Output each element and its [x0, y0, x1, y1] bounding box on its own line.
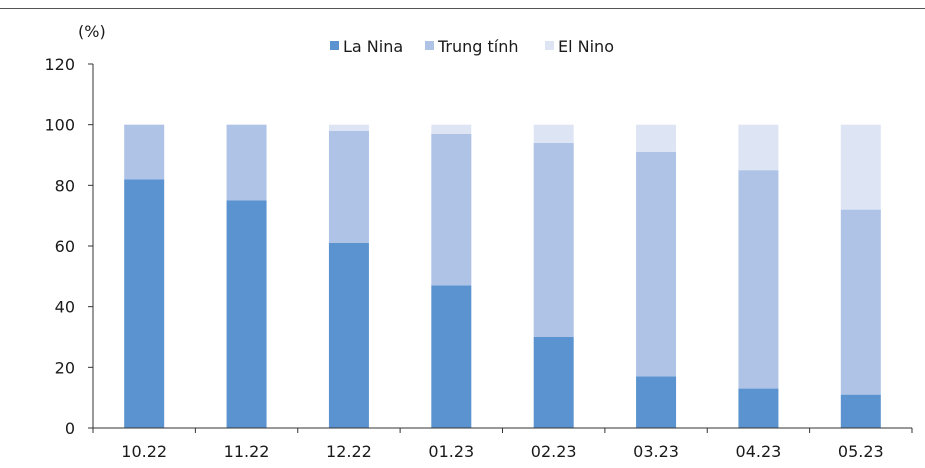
y-tick-label: 20 [55, 358, 75, 377]
bar-segment-trung-t-nh [636, 151, 677, 377]
bar-segment-trung-t-nh [226, 124, 267, 201]
x-tick-label: 04.23 [736, 442, 782, 461]
y-tick-label: 40 [55, 298, 75, 317]
x-tick-label: 03.23 [633, 442, 679, 461]
x-tick-label: 01.23 [428, 442, 474, 461]
bar-segment-el-nino [533, 124, 574, 143]
y-tick-label: 80 [55, 176, 75, 195]
bar-segment-trung-t-nh [738, 170, 779, 389]
bar-segment-la-nina [636, 376, 677, 428]
bar-segment-la-nina [124, 179, 165, 428]
bar-segment-la-nina [533, 337, 574, 428]
x-tick-label: 05.23 [838, 442, 884, 461]
bar-segment-trung-t-nh [533, 142, 574, 337]
bars [124, 124, 881, 428]
bar-segment-la-nina [840, 394, 881, 428]
x-axis: 10.22 11.22 12.22 01.23 02.23 03.23 04.23 05.23 [92, 427, 913, 461]
legend-label: El Nino [558, 37, 614, 56]
bar-segment-trung-t-nh [124, 124, 165, 180]
x-tick-label: 11.22 [224, 442, 270, 461]
y-tick-label: 0 [65, 419, 75, 438]
bar-segment-trung-t-nh [840, 209, 881, 395]
legend-swatch [425, 41, 434, 50]
bar-segment-la-nina [226, 200, 267, 428]
legend: La Nina Trung tính El Nino [330, 37, 614, 56]
legend-label: La Nina [343, 37, 403, 56]
bar-segment-el-nino [636, 124, 677, 152]
bar-segment-la-nina [738, 388, 779, 428]
bar-segment-el-nino [840, 124, 881, 210]
x-tick-label: 02.23 [531, 442, 577, 461]
bar-segment-la-nina [328, 242, 369, 428]
x-tick-label: 12.22 [326, 442, 372, 461]
bar-segment-la-nina [431, 285, 472, 428]
legend-swatch [330, 41, 339, 50]
y-tick-label: 60 [55, 237, 75, 256]
bar-segment-el-nino [431, 124, 472, 134]
bar-segment-el-nino [328, 124, 369, 131]
legend-swatch [545, 41, 554, 50]
legend-label: Trung tính [437, 37, 519, 56]
y-tick-label: 120 [44, 55, 75, 74]
x-tick-label: 10.22 [121, 442, 167, 461]
y-unit-label: (%) [78, 22, 106, 41]
y-axis: 0 20 40 60 80 100 120 [44, 55, 94, 438]
top-rule [0, 8, 925, 9]
bar-segment-el-nino [738, 124, 779, 171]
bar-segment-trung-t-nh [328, 130, 369, 243]
y-tick-label: 100 [44, 116, 75, 135]
bar-segment-trung-t-nh [431, 133, 472, 286]
